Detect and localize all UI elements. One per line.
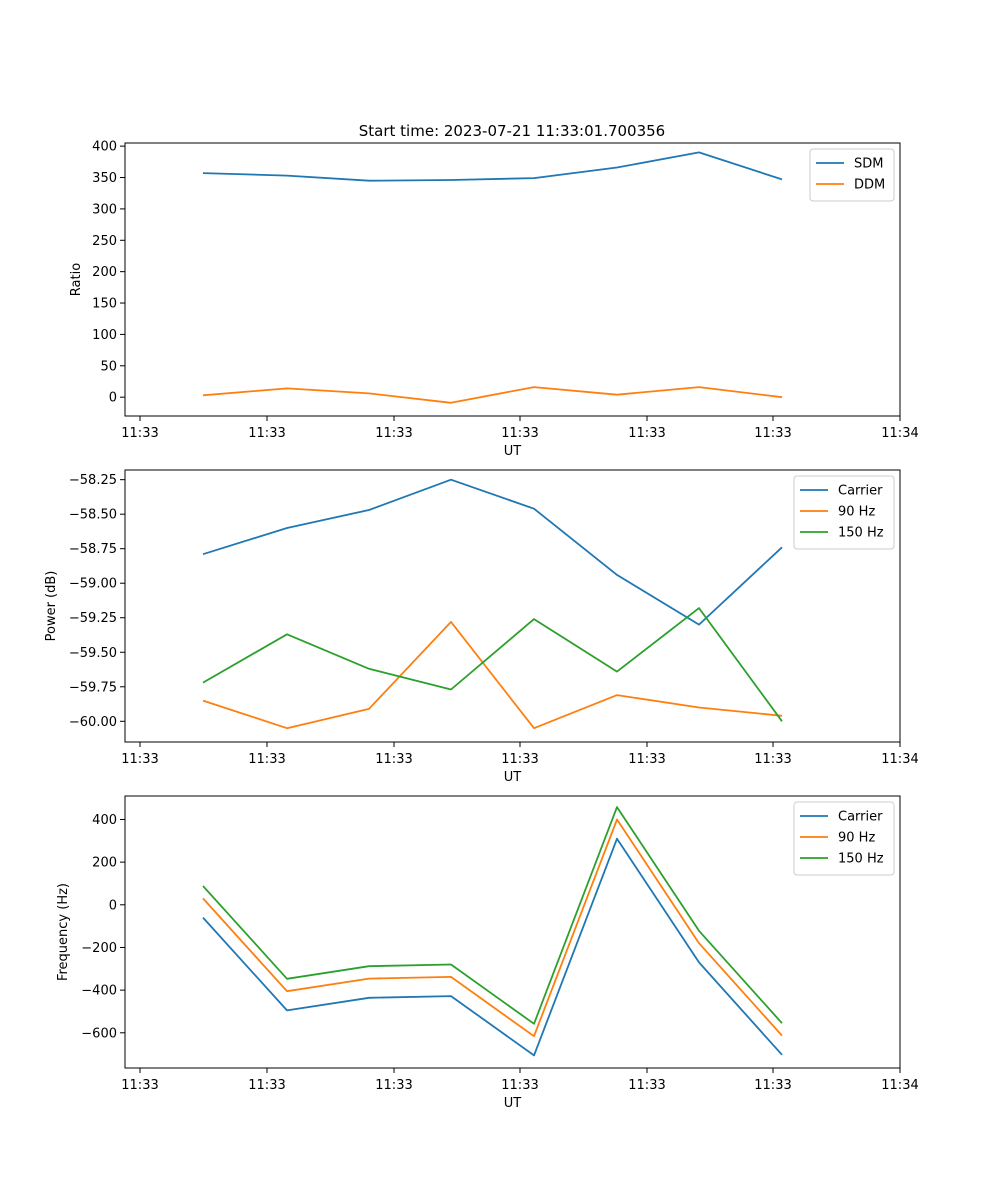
plot-frame — [124, 795, 901, 1069]
legend: SDM DDM — [809, 148, 895, 202]
y-tick-label: 150 — [92, 297, 117, 312]
legend-box — [793, 801, 895, 876]
y-tick-label: −400 — [81, 984, 117, 999]
y-tick-label: −600 — [81, 1026, 117, 1041]
x-tick-label: 11:33 — [248, 752, 285, 767]
legend-box — [809, 148, 895, 202]
y-tick-label: 300 — [92, 202, 117, 217]
series-line-carrier — [202, 478, 783, 626]
figure-title: Start time: 2023-07-21 11:33:01.700356 — [359, 122, 665, 140]
y-tick-label: 50 — [100, 359, 117, 374]
series-line-ddm — [202, 386, 783, 404]
chart-panel-1: 11:33 11:33 11:33 11:33 11:33 11:33 11:34 UT 0 50… — [69, 140, 919, 459]
x-axis-label: UT — [504, 444, 522, 459]
plot-frame — [124, 469, 901, 743]
x-tick-label: 11:33 — [248, 426, 285, 441]
series-line-carrier — [202, 837, 783, 1057]
x-tick-label: 11:33 — [501, 426, 538, 441]
x-tick-label: 11:33 — [375, 426, 412, 441]
legend-entry: Carrier — [838, 810, 883, 825]
series-line-sdm — [202, 151, 783, 182]
y-axis-label: Ratio — [69, 263, 84, 296]
x-tick-label: 11:34 — [881, 752, 918, 767]
legend-entry: 150 Hz — [838, 852, 884, 867]
y-tick-label: −60.00 — [69, 715, 117, 730]
y-tick-label: 100 — [92, 328, 117, 343]
x-tick-label: 11:33 — [121, 426, 158, 441]
y-tick-label: 400 — [92, 813, 117, 828]
y-tick-label: −59.00 — [69, 577, 117, 592]
legend-entry: 90 Hz — [838, 831, 875, 846]
x-axis-label: UT — [504, 770, 522, 785]
x-tick-label: 11:34 — [881, 1078, 918, 1093]
legend-entry: SDM — [854, 157, 883, 172]
legend-entry: DDM — [854, 178, 885, 193]
series-line-90-hz — [202, 621, 783, 730]
legend-entry: Carrier — [838, 484, 883, 499]
x-axis-label: UT — [504, 1096, 522, 1111]
legend: Carrier 90 Hz 150 Hz — [793, 475, 895, 550]
x-tick-label: 11:33 — [628, 426, 665, 441]
chart-panels: 11:33 11:33 11:33 11:33 11:33 11:33 11:34 UT 0 50… — [44, 140, 919, 1111]
y-tick-label: −58.25 — [69, 473, 117, 488]
x-tick-label: 11:33 — [628, 752, 665, 767]
y-tick-label: −58.50 — [69, 508, 117, 523]
x-tick-label: 11:33 — [628, 1078, 665, 1093]
chart-panel-2: 11:33 11:33 11:33 11:33 11:33 11:33 11:34 UT −58… — [44, 469, 919, 785]
legend-box — [793, 475, 895, 550]
y-tick-label: 400 — [92, 140, 117, 155]
legend-entry: 150 Hz — [838, 526, 884, 541]
y-axis-label: Power (dB) — [44, 571, 59, 642]
y-tick-label: −200 — [81, 941, 117, 956]
x-tick-label: 11:33 — [501, 1078, 538, 1093]
x-tick-label: 11:33 — [121, 752, 158, 767]
x-tick-label: 11:33 — [754, 426, 791, 441]
series-line-90-hz — [202, 818, 783, 1038]
legend: Carrier 90 Hz 150 Hz — [793, 801, 895, 876]
x-tick-label: 11:33 — [248, 1078, 285, 1093]
x-tick-label: 11:33 — [375, 1078, 412, 1093]
plot-frame — [124, 142, 901, 417]
x-tick-label: 11:33 — [375, 752, 412, 767]
x-tick-label: 11:33 — [501, 752, 538, 767]
x-tick-label: 11:33 — [754, 1078, 791, 1093]
y-axis-label: Frequency (Hz) — [56, 883, 71, 981]
x-tick-label: 11:34 — [881, 426, 918, 441]
series-line-150-hz — [202, 806, 783, 1025]
y-tick-label: 0 — [109, 898, 117, 913]
y-tick-label: −58.75 — [69, 542, 117, 557]
y-tick-label: 0 — [109, 391, 117, 406]
x-tick-label: 11:33 — [754, 752, 791, 767]
y-tick-label: −59.25 — [69, 611, 117, 626]
series-line-150-hz — [202, 607, 783, 722]
chart-panel-3: 11:33 11:33 11:33 11:33 11:33 11:33 11:34 UT 400… — [56, 795, 919, 1111]
y-tick-label: −59.75 — [69, 680, 117, 695]
y-tick-label: 200 — [92, 856, 117, 871]
x-tick-label: 11:33 — [121, 1078, 158, 1093]
y-tick-label: 250 — [92, 234, 117, 249]
y-tick-label: 200 — [92, 265, 117, 280]
legend-entry: 90 Hz — [838, 505, 875, 520]
y-tick-label: −59.50 — [69, 646, 117, 661]
y-tick-label: 350 — [92, 171, 117, 186]
